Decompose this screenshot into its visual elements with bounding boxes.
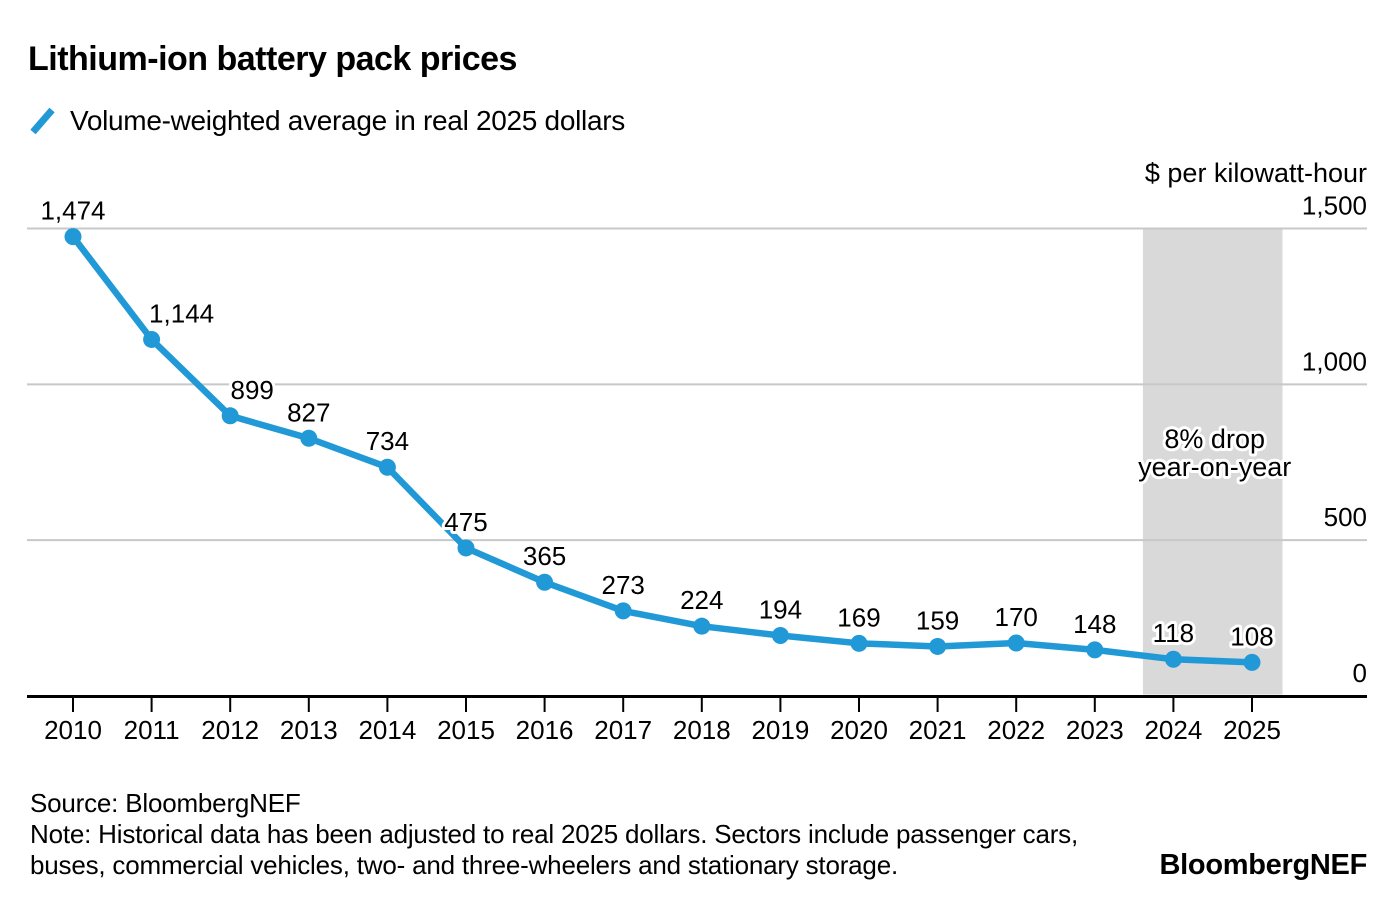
data-label-2018: 224 bbox=[680, 585, 723, 615]
x-tick-label-2016: 2016 bbox=[516, 715, 574, 745]
bloombergnef-logo: BloombergNEF bbox=[1159, 849, 1368, 881]
data-point-2010 bbox=[64, 228, 82, 246]
x-tick-label-2012: 2012 bbox=[201, 715, 259, 745]
data-point-2025 bbox=[1243, 653, 1261, 671]
data-point-2019 bbox=[771, 627, 789, 645]
data-label-2021: 159 bbox=[916, 605, 959, 635]
data-label-2011: 1,144 bbox=[149, 298, 214, 328]
y-tick-label-1000: 1,000 bbox=[1302, 346, 1367, 376]
highlight-band bbox=[1142, 229, 1283, 695]
x-tick-label-2019: 2019 bbox=[751, 715, 809, 745]
data-label-2019: 194 bbox=[759, 595, 802, 625]
x-tick-label-2020: 2020 bbox=[830, 715, 888, 745]
price-line bbox=[69, 233, 1256, 666]
data-label-2015: 475 bbox=[444, 507, 487, 537]
data-label-2024: 118 bbox=[1153, 618, 1194, 648]
data-point-2024 bbox=[1164, 650, 1182, 668]
data-label-2020: 169 bbox=[837, 602, 880, 632]
data-label-2023: 148 bbox=[1073, 609, 1116, 639]
data-point-2015 bbox=[457, 539, 475, 557]
x-tick-label-2015: 2015 bbox=[437, 715, 495, 745]
x-tick-label-2014: 2014 bbox=[358, 715, 416, 745]
x-tick-label-2013: 2013 bbox=[280, 715, 338, 745]
source-text: Source: BloombergNEF bbox=[30, 788, 301, 818]
data-label-2016: 365 bbox=[523, 541, 566, 571]
data-point-2011 bbox=[143, 330, 161, 348]
data-point-2017 bbox=[614, 602, 632, 620]
note-text-line-1: Note: Historical data has been adjusted … bbox=[30, 819, 1079, 849]
data-point-2020 bbox=[850, 634, 868, 652]
data-point-2013 bbox=[300, 429, 318, 447]
data-label-2025: 108 bbox=[1230, 621, 1273, 651]
data-point-2022 bbox=[1007, 634, 1025, 652]
data-label-2017: 273 bbox=[602, 570, 645, 600]
legend: Volume-weighted average in real 2025 dol… bbox=[30, 105, 625, 137]
data-point-2014 bbox=[378, 458, 396, 476]
data-label-2013: 827 bbox=[287, 397, 330, 427]
footer: Source: BloombergNEF Note: Historical da… bbox=[30, 788, 1078, 881]
legend-label: Volume-weighted average in real 2025 dol… bbox=[70, 105, 625, 136]
y-axis-unit-label: $ per kilowatt-hour bbox=[1145, 158, 1367, 188]
legend-line-icon bbox=[30, 107, 55, 135]
data-point-2021 bbox=[929, 637, 947, 655]
data-label-2022: 170 bbox=[995, 602, 1038, 632]
y-tick-label-500: 500 bbox=[1324, 502, 1367, 532]
data-point-2023 bbox=[1086, 641, 1104, 659]
annotation-line-2: year-on-year bbox=[1138, 452, 1291, 482]
annotation-line-1: 8% drop bbox=[1164, 424, 1265, 454]
y-tick-label-1500: 1,500 bbox=[1302, 191, 1367, 221]
data-point-2016 bbox=[536, 573, 554, 591]
data-point-2012 bbox=[221, 407, 239, 425]
x-tick-label-2024: 2024 bbox=[1144, 715, 1202, 745]
x-tick-label-2018: 2018 bbox=[673, 715, 731, 745]
x-tick-label-2023: 2023 bbox=[1066, 715, 1124, 745]
y-tick-label-0: 0 bbox=[1353, 658, 1367, 688]
x-tick-label-2021: 2021 bbox=[909, 715, 967, 745]
x-tick-label-2025: 2025 bbox=[1223, 715, 1281, 745]
x-tick-label-2017: 2017 bbox=[594, 715, 652, 745]
data-label-2012: 899 bbox=[231, 375, 274, 405]
page-title: Lithium-ion battery pack prices bbox=[28, 40, 517, 78]
x-tick-label-2010: 2010 bbox=[44, 715, 102, 745]
note-text-line-2: buses, commercial vehicles, two- and thr… bbox=[30, 850, 898, 880]
data-label-2010: 1,474 bbox=[40, 196, 105, 226]
data-label-2014: 734 bbox=[366, 426, 409, 456]
data-point-2018 bbox=[693, 617, 711, 635]
x-tick-label-2022: 2022 bbox=[987, 715, 1045, 745]
x-tick-label-2011: 2011 bbox=[124, 715, 180, 745]
